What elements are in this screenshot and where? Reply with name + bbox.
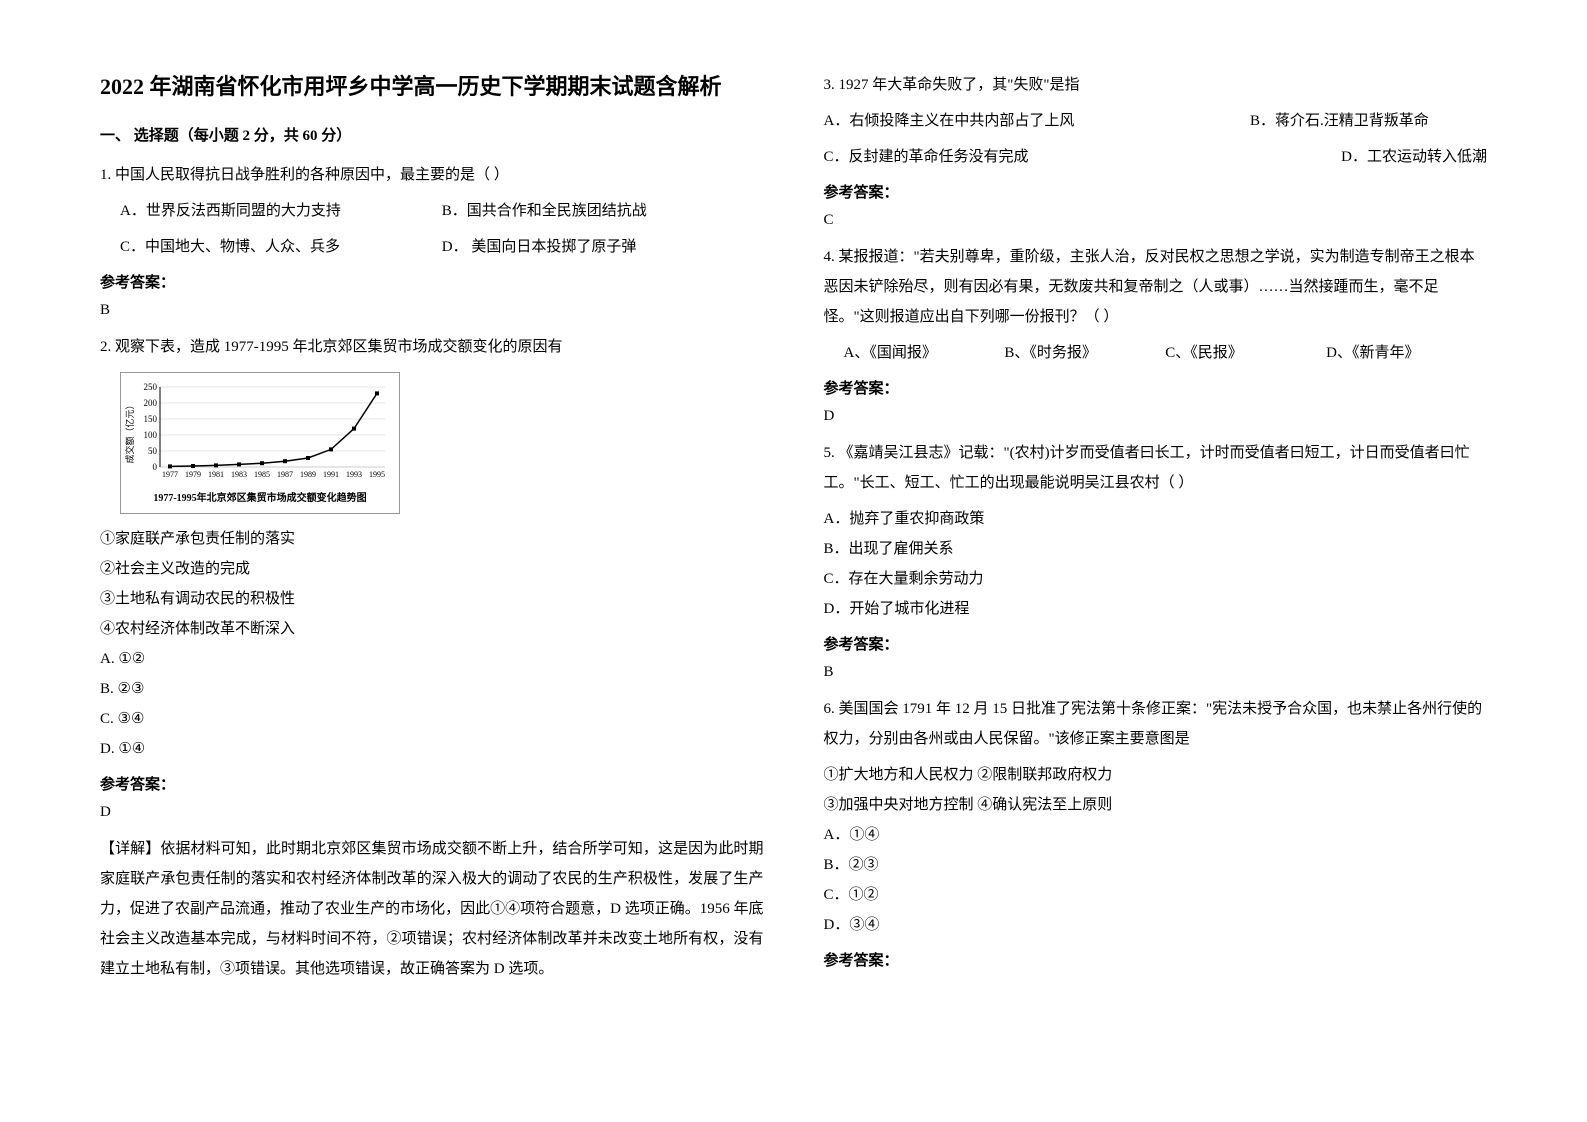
- svg-text:250: 250: [144, 382, 158, 392]
- answer-value: B: [100, 297, 764, 324]
- svg-text:1995: 1995: [369, 470, 385, 479]
- svg-text:1985: 1985: [254, 470, 270, 479]
- option-d: D．③④: [824, 910, 1488, 940]
- option-b: B．国共合作和全民族团结抗战: [442, 196, 764, 226]
- option-b: B．出现了雇佣关系: [824, 534, 1488, 564]
- question-1: 1. 中国人民取得抗日战争胜利的各种原因中，最主要的是（ ） A．世界反法西斯同…: [100, 160, 764, 262]
- answer-value: B: [824, 659, 1488, 686]
- answer-label: 参考答案：: [824, 180, 1488, 207]
- svg-text:1989: 1989: [300, 470, 316, 479]
- answer-label: 参考答案：: [100, 772, 764, 799]
- option-b: B．蒋介石.汪精卫背叛革命: [1250, 106, 1487, 136]
- option-a: A．世界反法西斯同盟的大力支持: [120, 196, 442, 226]
- option-b: B. ②③: [100, 674, 764, 704]
- option-d: D. ①④: [100, 734, 764, 764]
- answer-value: D: [100, 799, 764, 826]
- option-a: A、《国闻报》: [844, 338, 1005, 368]
- option-b: B、《时务报》: [1004, 338, 1165, 368]
- circled-item: ③加强中央对地方控制 ④确认宪法至上原则: [824, 790, 1488, 820]
- page-title: 2022 年湖南省怀化市用坪乡中学高一历史下学期期末试题含解析: [100, 70, 764, 103]
- option-a: A．抛弃了重农抑商政策: [824, 504, 1488, 534]
- question-text: 4. 某报报道："若夫别尊卑，重阶级，主张人治，反对民权之思想之学说，实为制造专…: [824, 242, 1488, 332]
- svg-text:50: 50: [148, 446, 158, 456]
- question-text: 6. 美国国会 1791 年 12 月 15 日批准了宪法第十条修正案："宪法未…: [824, 694, 1488, 754]
- option-a: A．①④: [824, 820, 1488, 850]
- circled-item: ①扩大地方和人民权力 ②限制联邦政府权力: [824, 760, 1488, 790]
- options-row: A、《国闻报》 B、《时务报》 C、《民报》 D、《新青年》: [844, 338, 1488, 368]
- chart-caption: 1977-1995年北京郊区集贸市场成交额变化趋势图: [125, 489, 395, 509]
- left-column: 2022 年湖南省怀化市用坪乡中学高一历史下学期期末试题含解析 一、 选择题（每…: [100, 70, 764, 984]
- svg-text:成交额（亿元）: 成交额（亿元）: [125, 400, 135, 463]
- svg-text:1993: 1993: [346, 470, 362, 479]
- option-d: D．工农运动转入低潮: [1250, 142, 1487, 172]
- question-text: 3. 1927 年大革命失败了，其"失败"是指: [824, 70, 1488, 100]
- question-text: 2. 观察下表，造成 1977-1995 年北京郊区集贸市场成交额变化的原因有: [100, 332, 764, 362]
- question-4: 4. 某报报道："若夫别尊卑，重阶级，主张人治，反对民权之思想之学说，实为制造专…: [824, 242, 1488, 368]
- circled-item: ④农村经济体制改革不断深入: [100, 614, 764, 644]
- options-row: C．中国地大、物博、人众、兵多 D． 美国向日本投掷了原子弹: [120, 232, 764, 262]
- answer-label: 参考答案：: [824, 948, 1488, 975]
- svg-text:100: 100: [144, 430, 158, 440]
- section-header: 一、 选择题（每小题 2 分，共 60 分）: [100, 123, 764, 150]
- svg-text:150: 150: [144, 414, 158, 424]
- svg-text:1991: 1991: [323, 470, 339, 479]
- question-2: 2. 观察下表，造成 1977-1995 年北京郊区集贸市场成交额变化的原因有 …: [100, 332, 764, 764]
- question-3: 3. 1927 年大革命失败了，其"失败"是指 A．右倾投降主义在中共内部占了上…: [824, 70, 1488, 172]
- option-c: C. ③④: [100, 704, 764, 734]
- svg-text:1979: 1979: [185, 470, 201, 479]
- option-d: D．开始了城市化进程: [824, 594, 1488, 624]
- answer-value: C: [824, 207, 1488, 234]
- option-c: C、《民报》: [1165, 338, 1326, 368]
- answer-value: D: [824, 403, 1488, 430]
- option-d: D、《新青年》: [1326, 338, 1487, 368]
- option-b: B．②③: [824, 850, 1488, 880]
- options-row: A．世界反法西斯同盟的大力支持 B．国共合作和全民族团结抗战: [120, 196, 764, 226]
- circled-item: ①家庭联产承包责任制的落实: [100, 524, 764, 554]
- answer-label: 参考答案：: [100, 270, 764, 297]
- options-row: A．右倾投降主义在中共内部占了上风 B．蒋介石.汪精卫背叛革命: [824, 106, 1488, 136]
- options-row: C．反封建的革命任务没有完成 D．工农运动转入低潮: [824, 142, 1488, 172]
- option-c: C．存在大量剩余劳动力: [824, 564, 1488, 594]
- option-c: C．反封建的革命任务没有完成: [824, 142, 1251, 172]
- line-chart: 成交额（亿元） 0 50 100 150 200 250: [125, 377, 395, 487]
- question-text: 1. 中国人民取得抗日战争胜利的各种原因中，最主要的是（ ）: [100, 160, 764, 190]
- svg-text:200: 200: [144, 398, 158, 408]
- svg-text:1981: 1981: [208, 470, 224, 479]
- explanation: 【详解】依据材料可知，此时期北京郊区集贸市场成交额不断上升，结合所学可知，这是因…: [100, 834, 764, 984]
- question-5: 5. 《嘉靖吴江县志》记载："(农村)计岁而受值者曰长工，计时而受值者曰短工，计…: [824, 438, 1488, 624]
- svg-text:0: 0: [153, 462, 158, 472]
- option-a: A. ①②: [100, 644, 764, 674]
- svg-text:1977: 1977: [162, 470, 178, 479]
- option-d: D． 美国向日本投掷了原子弹: [442, 232, 764, 262]
- option-a: A．右倾投降主义在中共内部占了上风: [824, 106, 1251, 136]
- answer-label: 参考答案：: [824, 632, 1488, 659]
- circled-item: ③土地私有调动农民的积极性: [100, 584, 764, 614]
- svg-text:1987: 1987: [277, 470, 293, 479]
- page-container: 2022 年湖南省怀化市用坪乡中学高一历史下学期期末试题含解析 一、 选择题（每…: [100, 70, 1487, 984]
- right-column: 3. 1927 年大革命失败了，其"失败"是指 A．右倾投降主义在中共内部占了上…: [824, 70, 1488, 984]
- option-c: C．①②: [824, 880, 1488, 910]
- question-6: 6. 美国国会 1791 年 12 月 15 日批准了宪法第十条修正案："宪法未…: [824, 694, 1488, 940]
- svg-text:1983: 1983: [231, 470, 247, 479]
- chart-container: 成交额（亿元） 0 50 100 150 200 250: [120, 372, 400, 514]
- question-text: 5. 《嘉靖吴江县志》记载："(农村)计岁而受值者曰长工，计时而受值者曰短工，计…: [824, 438, 1488, 498]
- circled-item: ②社会主义改造的完成: [100, 554, 764, 584]
- option-c: C．中国地大、物博、人众、兵多: [120, 232, 442, 262]
- answer-label: 参考答案：: [824, 376, 1488, 403]
